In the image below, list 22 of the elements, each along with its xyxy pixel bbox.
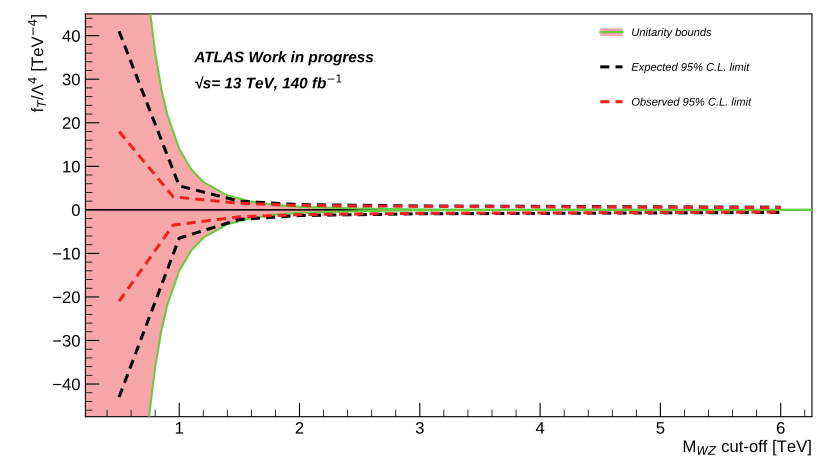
y-tick-label: −40: [53, 378, 80, 390]
x-tick-label: 3: [416, 422, 424, 434]
y-tick-label: 10: [63, 160, 80, 173]
x-tick-label: 1: [176, 422, 184, 434]
x-tick-label: 5: [656, 422, 664, 434]
x-tick-label: 4: [536, 422, 544, 434]
x-tick-label: 6: [776, 422, 785, 434]
y-tick-label: 40: [62, 30, 80, 42]
legend-label: Observed 95% C.L. limit: [632, 98, 752, 106]
y-tick-label: −10: [53, 248, 80, 260]
y-tick-label: 0: [72, 204, 80, 216]
y-tick-label: −30: [53, 334, 80, 347]
x-axis-title: M$_{WZ}$ cut-off [TeV]: [684, 440, 811, 456]
annotation: ATLAS Work in progress: [194, 51, 374, 66]
y-tick-label: 30: [62, 74, 80, 86]
legend-label: Expected 95% C.L. limit: [632, 62, 750, 74]
y-axis-title: f$_{T}$/Λ$^{4}$ [TeV$^{−4}$]: [28, 15, 47, 112]
x-tick-label: 2: [296, 422, 304, 434]
y-tick-label: −20: [53, 291, 80, 304]
y-tick-label: 20: [62, 117, 80, 129]
annotation: √s= 13 TeV, 140 fb$^{−1}$: [195, 74, 342, 91]
legend-label: Unitarity bounds: [632, 28, 712, 38]
